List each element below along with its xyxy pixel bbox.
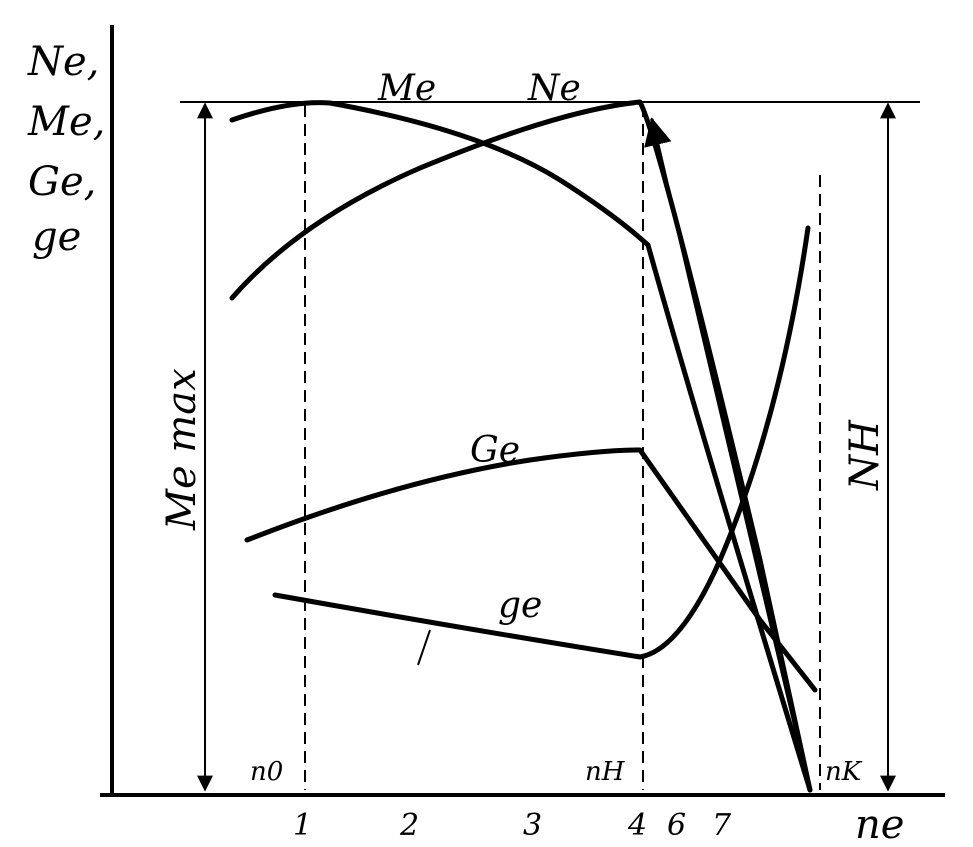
- speed-label: nK: [825, 757, 863, 787]
- x-label: ne: [855, 802, 904, 847]
- tick-label: 2: [399, 808, 419, 843]
- me-curve: [229, 100, 813, 793]
- tick-label: 4: [627, 808, 647, 843]
- tick-label: 1: [293, 808, 312, 843]
- speed-label: n0: [250, 757, 283, 787]
- tick-label: 7: [712, 808, 732, 843]
- ne-drop: [644, 117, 812, 792]
- y-label: Ne,: [27, 39, 99, 85]
- y-label: Me,: [27, 99, 105, 145]
- curve-label: Ge: [470, 430, 520, 471]
- curve-label: Me: [377, 68, 436, 109]
- tick-label: 3: [523, 808, 542, 843]
- curve-label: ge: [498, 585, 542, 626]
- dimension-label: Me max: [159, 368, 205, 531]
- curve-label: Ne: [527, 68, 581, 109]
- tick-label: 6: [667, 808, 686, 843]
- speed-label: nH: [585, 757, 626, 787]
- y-label: Ge,: [28, 159, 96, 205]
- leader: [417, 629, 431, 666]
- dimension-label: NH: [842, 419, 888, 491]
- ne-curve: [229, 99, 813, 793]
- small-ge-curve: [272, 225, 811, 660]
- y-label: ge: [32, 214, 81, 260]
- ge-curve: [244, 447, 818, 693]
